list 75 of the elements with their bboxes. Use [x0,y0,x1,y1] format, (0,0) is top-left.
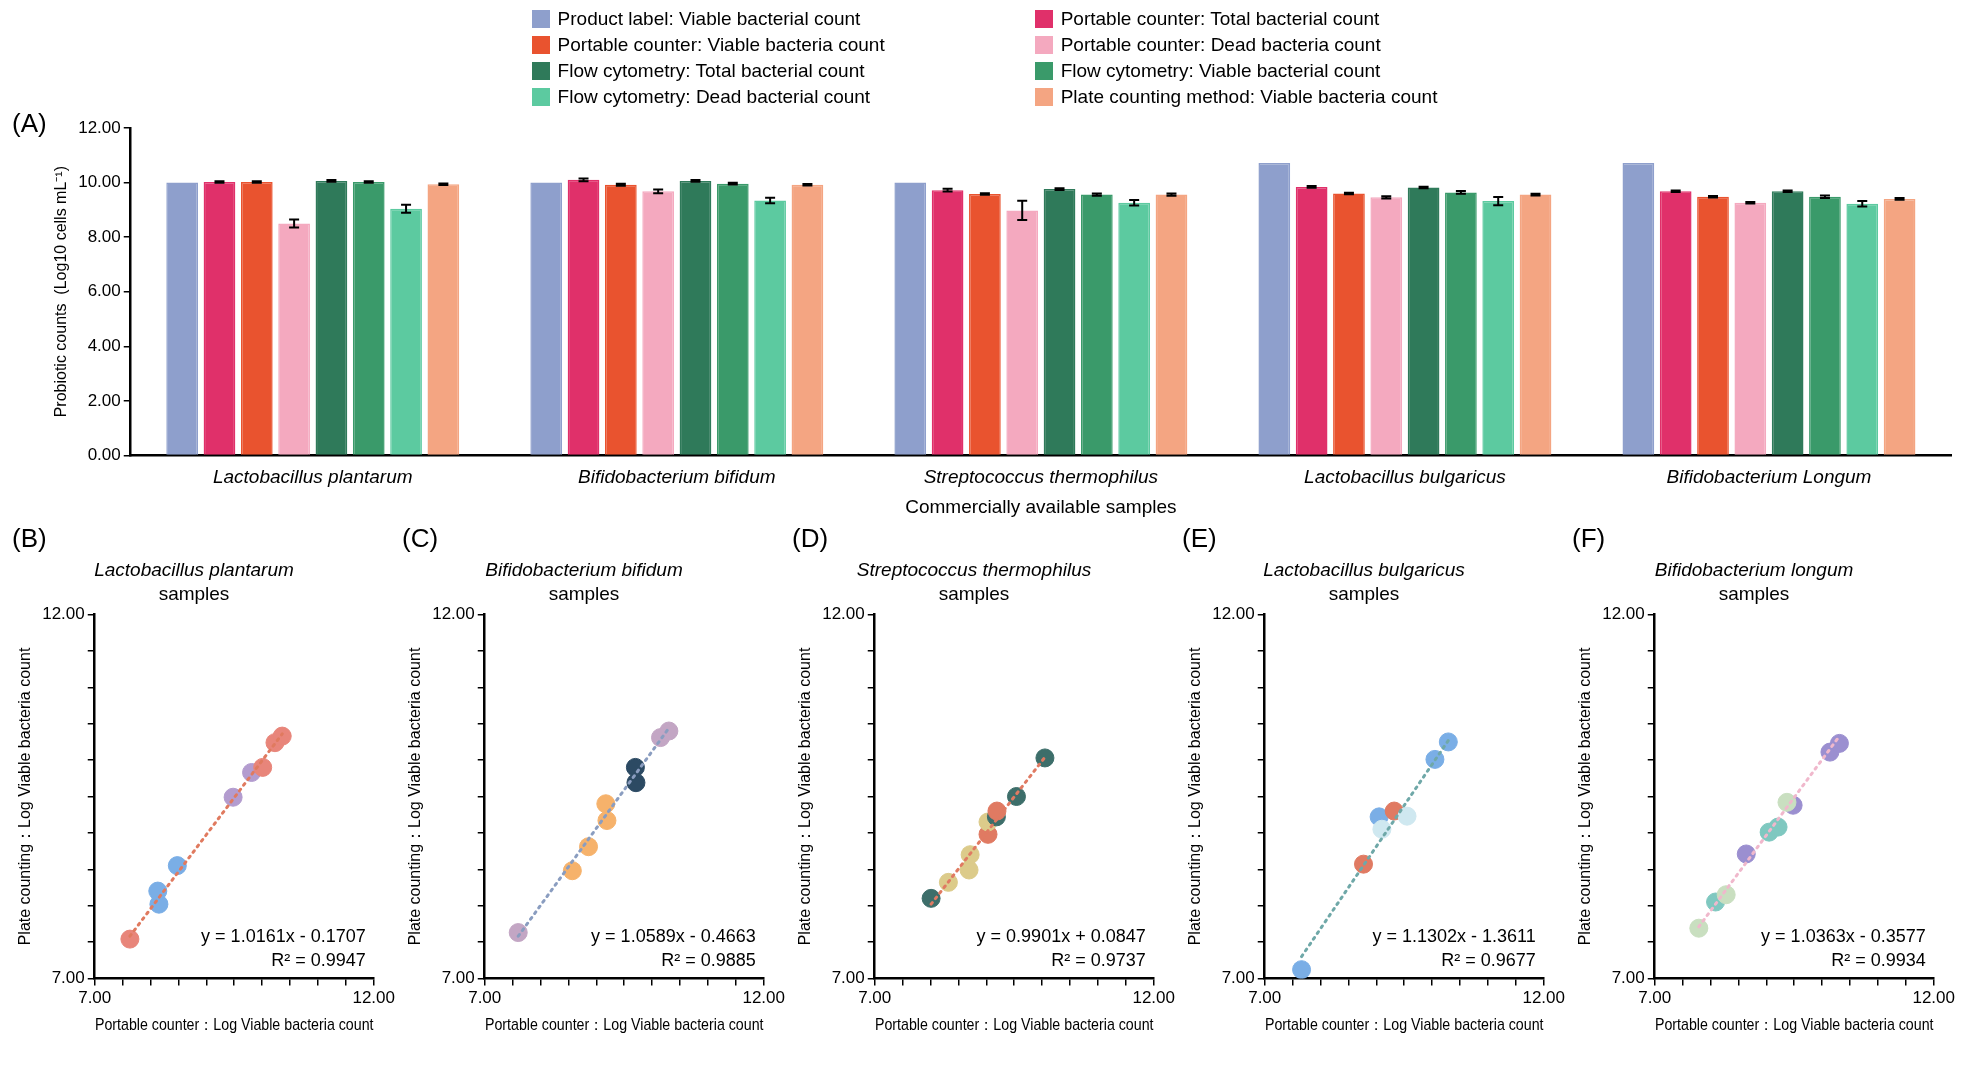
legend-label: Flow cytometry: Dead bacterial count [557,86,871,108]
legend-label: Product label: Viable bacterial count [557,8,861,30]
annotation: R² = 0.9885 [661,950,756,971]
y-tick-label: 2.00 [87,390,121,410]
annotation: y = 1.0589x - 0.4663 [591,926,756,947]
x-axis-title: Portable counter：Log Viable bacteria count [94,1015,375,1033]
text: (E) [1182,523,1217,554]
chart-title: Bifidobacterium bifidum [485,558,683,580]
legend-label: Portable counter: Total bacterial count [1060,8,1380,30]
x-axis-title: Portable counter：Log Viable bacteria count [1264,1015,1545,1033]
annotation: y = 1.0161x - 0.1707 [201,926,366,947]
x-tick-label: Lactobacillus plantarum [212,466,413,488]
point [659,721,679,741]
x-tick-label: Lactobacillus bulgaricus [1304,466,1507,488]
chart-subtitle: samples [1718,583,1790,605]
text: (C) [402,523,439,554]
annotation: y = 0.9901x + 0.0847 [976,926,1146,947]
x-tick-label: 12.00 [1132,988,1175,1008]
annotation: R² = 0.9737 [1051,950,1146,971]
point [1689,918,1709,938]
annotation: y = 1.0363x - 0.3577 [1761,926,1926,947]
legend-label: Portable counter: Viable bacteria count [557,34,885,56]
annotation: R² = 0.9934 [1831,950,1926,971]
legend-label: Flow cytometry: Total bacterial count [557,60,865,82]
point [1292,960,1312,979]
chart-subtitle: samples [938,583,1010,605]
text: (F) [1572,523,1606,554]
y-axis-title: Plate counting：Log Viable bacteria count [1186,647,1204,946]
annotation: R² = 0.9947 [271,950,366,971]
chart-subtitle: samples [1328,583,1400,605]
y-axis-title: Plate counting：Log Viable bacteria count [796,647,814,946]
y-axis-title: Plate counting：Log Viable bacteria count [1576,647,1594,946]
point [1397,806,1417,826]
x-tick-label: 12.00 [1912,988,1955,1008]
annotation: R² = 0.9677 [1441,950,1536,971]
y-axis-title: Plate counting：Log Viable bacteria count [406,647,424,946]
point [1829,733,1849,753]
x-tick-label: Bifidobacterium bifidum [578,466,776,488]
text: (B) [12,523,47,554]
x-tick-label: 7.00 [468,988,502,1008]
text: (D) [792,523,829,554]
legend-label: Portable counter: Dead bacteria count [1060,34,1381,56]
text: (A) [12,108,47,139]
x-tick-label: 12.00 [742,988,785,1008]
x-tick-label: 7.00 [858,988,892,1008]
x-tick-label: 12.00 [1522,988,1565,1008]
chart-title: Streptococcus thermophilus [856,558,1092,580]
y-tick-label: 10.00 [78,172,121,192]
y-axis-title: Probiotic counts (Log10 cells mL⁻¹) [52,166,70,418]
y-tick-label: 6.00 [87,281,121,301]
x-tick-label: 12.00 [352,988,395,1008]
x-axis-title: Portable counter：Log Viable bacteria count [874,1015,1155,1033]
chart-title: Lactobacillus plantarum [94,558,294,580]
y-tick-label: 8.00 [87,226,121,246]
x-axis-title: Portable counter：Log Viable bacteria count [484,1015,765,1033]
chart-title: Lactobacillus bulgaricus [1263,558,1466,580]
y-axis-title: Plate counting：Log Viable bacteria count [16,647,34,946]
y-tick-label: 12.00 [78,117,121,137]
y-tick-label: 4.00 [87,335,121,355]
legend-label: Plate counting method: Viable bacteria count [1060,86,1438,108]
y-tick-label: 0.00 [87,445,121,465]
x-axis-title: Commercially available samples [905,495,1177,517]
chart-subtitle: samples [158,583,230,605]
point [1035,748,1055,768]
point [272,726,292,746]
annotation: y = 1.1302x - 1.3611 [1372,926,1536,947]
point [120,929,140,949]
legend-label: Flow cytometry: Viable bacterial count [1060,60,1381,82]
chart-title: Bifidobacterium longum [1654,558,1854,580]
x-tick-label: Bifidobacterium Longum [1666,466,1872,488]
x-tick-label: 7.00 [1248,988,1282,1008]
x-axis-title: Portable counter：Log Viable bacteria count [1654,1015,1935,1033]
chart-subtitle: samples [548,583,620,605]
x-tick-label: 7.00 [1638,988,1672,1008]
x-tick-label: Streptococcus thermophilus [923,466,1159,488]
